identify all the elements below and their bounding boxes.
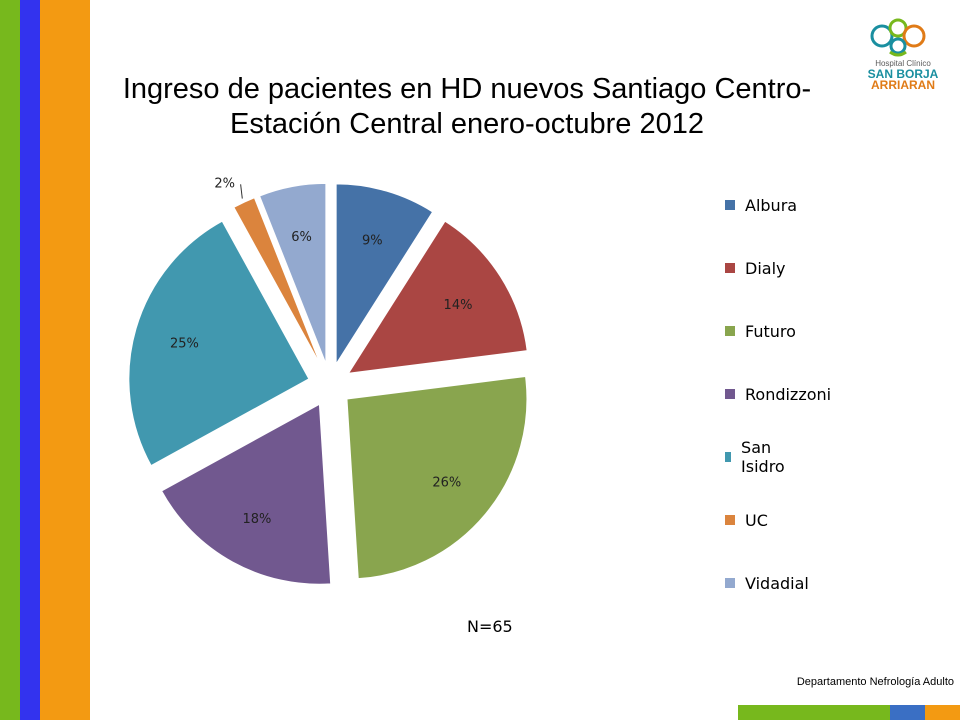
data-label-vidadial: 6% [291,230,312,245]
legend-swatch [725,515,735,525]
data-label-san-isidro: 25% [170,337,199,352]
pie-slice-rondizzoni [160,403,332,585]
data-label-uc: 2% [214,176,235,191]
left-stripe-green [0,0,20,720]
legend-swatch [725,578,735,588]
legend-label: Albura [745,195,798,215]
hospital-logo-text: Hospital Clínico SAN BORJA ARRIARAN [864,58,942,91]
legend-swatch [725,263,735,273]
title-line-1: Ingreso de pacientes en HD nuevos Santia… [122,73,812,105]
sample-size-note: N=65 [467,617,513,636]
legend-swatch [725,389,735,399]
leader-line-uc [240,184,243,199]
legend-swatch [725,326,735,336]
pie-slice-futuro [346,375,528,580]
pie-slice-albura [335,183,434,366]
legend-item-vidadial: Vidadial [725,573,809,593]
left-stripe-blue [20,0,40,720]
footer-department: Departamento Nefrología Adulto [796,676,954,688]
legend-label: Futuro [745,321,796,341]
legend-item-uc: UC [725,510,768,530]
legend-label: Dialy [745,258,786,278]
bottom-bar-orange [925,705,960,720]
pie-slice-uc [233,197,322,366]
pie-slice-dialy [347,220,528,374]
legend-label: Rondizzoni [745,384,832,404]
title-line-2: Estación Central enero-octubre 2012 [230,108,704,140]
data-label-dialy: 14% [444,298,473,313]
legend-item-albura: Albura [725,195,797,215]
data-label-futuro: 26% [432,476,461,491]
logo-line-1: Hospital Clínico [875,59,931,68]
legend-item-futuro: Futuro [725,321,796,341]
logo-line-3: ARRIARAN [871,78,935,92]
legend-label: San Isidro [741,438,785,476]
data-label-albura: 9% [362,233,383,248]
slide-title: Ingreso de pacientes en HD nuevos Santia… [92,72,842,142]
pie-chart: 9% 14% 26% 18% 25% 2% 6% [128,176,528,585]
data-label-rondizzoni: 18% [243,512,272,527]
bottom-bar-blue [890,705,925,720]
legend-item-san-isidro: San Isidro [725,438,789,476]
legend-item-dialy: Dialy [725,258,785,278]
hospital-logo-icon [870,18,926,57]
bottom-bar-green [738,705,890,720]
legend-label: Vidadial [745,573,809,593]
pie-slice-vidadial [258,182,327,364]
legend-swatch [725,452,732,462]
legend-label: UC [745,510,768,530]
pie-slice-san-isidro [128,220,310,467]
legend-item-rondizzoni: Rondizzoni [725,384,831,404]
logo-line-2: SAN BORJA [867,67,939,81]
left-stripe-orange [40,0,90,720]
legend-swatch [725,200,735,210]
